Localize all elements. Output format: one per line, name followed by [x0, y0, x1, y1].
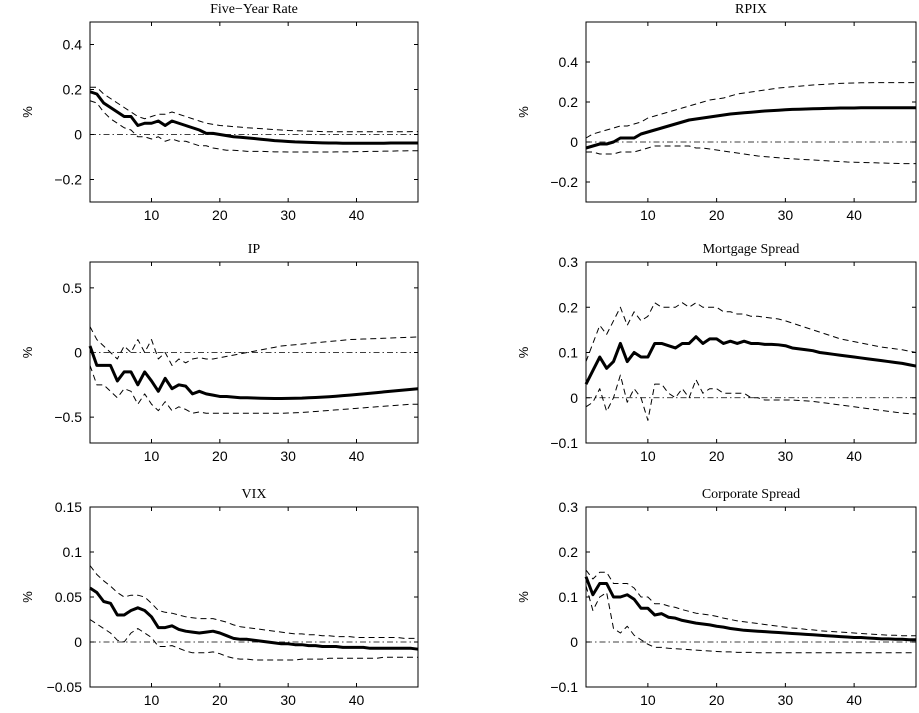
- lower-band-line: [89, 365, 418, 414]
- panel-0: 10 20 30 40 −0.2 0 0.2 0.4 Five−Year Rate%: [20, 2, 419, 223]
- panel-title: RPIX: [735, 2, 767, 17]
- x-tick-label: 30: [778, 692, 794, 708]
- y-tick-label: 0.1: [559, 589, 579, 605]
- upper-band-line: [585, 82, 916, 139]
- lower-band-line: [585, 374, 917, 421]
- y-axis-label: %: [20, 346, 35, 358]
- panel-2: 10 20 30 40 −0.5 0 0.5 IP%: [20, 242, 419, 464]
- y-tick-label: 0.1: [559, 345, 579, 361]
- x-tick-label: 20: [212, 448, 228, 464]
- x-tick-label: 40: [349, 448, 365, 464]
- y-axis-label: %: [516, 346, 531, 358]
- plot-frame: [89, 21, 419, 203]
- panel-3: 10 20 30 40 −0.1 0 0.1 0.2 0.3 Mortgage Spread%: [516, 242, 917, 464]
- y-tick-label: −0.1: [550, 679, 578, 695]
- upper-band-line: [89, 326, 419, 366]
- y-tick-label: −0.1: [550, 435, 578, 451]
- x-tick-label: 20: [709, 692, 725, 708]
- upper-band-line: [585, 569, 916, 637]
- y-tick-label: 0.2: [63, 82, 83, 98]
- y-tick-label: 0.1: [63, 544, 83, 560]
- plot-frame: [585, 21, 917, 203]
- impulse-response-line: [584, 335, 917, 385]
- x-tick-label: 30: [778, 207, 794, 223]
- x-tick-label: 40: [846, 692, 862, 708]
- upper-band-line: [89, 565, 418, 639]
- x-tick-label: 30: [280, 207, 296, 223]
- x-tick-label: 40: [349, 692, 365, 708]
- panel-title: Corporate Spread: [702, 487, 800, 502]
- lower-band-line: [89, 100, 418, 153]
- y-tick-label: 0.3: [559, 254, 579, 270]
- x-tick-label: 10: [640, 448, 656, 464]
- y-tick-label: 0.4: [559, 54, 579, 70]
- y-tick-label: 0.05: [55, 589, 82, 605]
- x-tick-label: 30: [280, 692, 296, 708]
- x-tick-label: 10: [144, 448, 160, 464]
- y-tick-label: 0: [570, 134, 578, 150]
- y-tick-label: 0: [570, 634, 578, 650]
- plot-frame: [89, 506, 419, 688]
- panel-title: Five−Year Rate: [210, 2, 298, 17]
- y-tick-label: −0.05: [47, 679, 83, 695]
- x-tick-label: 40: [846, 448, 862, 464]
- y-axis-label: %: [20, 591, 35, 603]
- panel-title: Mortgage Spread: [703, 242, 800, 257]
- y-tick-label: −0.2: [550, 174, 578, 190]
- panel-5: 10 20 30 40 −0.1 0 0.1 0.2 0.3 Corporate Spread%: [516, 487, 917, 708]
- y-tick-label: 0.5: [63, 280, 83, 296]
- impulse-response-line: [585, 106, 916, 150]
- y-axis-label: %: [20, 106, 35, 118]
- x-tick-label: 20: [709, 448, 725, 464]
- x-tick-label: 40: [349, 207, 365, 223]
- x-tick-label: 20: [709, 207, 725, 223]
- x-tick-label: 20: [212, 692, 228, 708]
- panel-title: IP: [248, 242, 261, 257]
- y-tick-label: 0: [570, 390, 578, 406]
- y-tick-label: 0.15: [55, 499, 82, 515]
- x-tick-label: 10: [144, 207, 160, 223]
- x-tick-label: 30: [778, 448, 794, 464]
- y-tick-label: 0.4: [63, 37, 83, 53]
- panel-title: VIX: [242, 487, 267, 502]
- impulse-response-line: [89, 586, 419, 651]
- y-tick-label: 0.2: [559, 544, 579, 560]
- impulse-response-line: [89, 90, 418, 145]
- y-tick-label: 0.2: [559, 94, 579, 110]
- x-tick-label: 20: [212, 207, 228, 223]
- y-tick-label: 0: [74, 634, 82, 650]
- x-tick-label: 10: [640, 692, 656, 708]
- y-tick-label: 0: [74, 345, 82, 361]
- x-tick-label: 10: [640, 207, 656, 223]
- y-axis-label: %: [516, 591, 531, 603]
- y-tick-label: −0.2: [54, 172, 82, 188]
- impulse-response-line: [584, 576, 916, 642]
- impulse-response-line: [88, 345, 419, 401]
- y-tick-label: 0.2: [559, 299, 579, 315]
- y-tick-label: −0.5: [54, 409, 82, 425]
- x-tick-label: 10: [144, 692, 160, 708]
- x-tick-label: 40: [846, 207, 862, 223]
- lower-band-line: [586, 145, 916, 165]
- x-tick-label: 30: [280, 448, 296, 464]
- y-tick-label: 0.3: [559, 499, 579, 515]
- panel-4: 10 20 30 40 −0.05 0 0.05 0.1 0.15 VIX%: [20, 487, 419, 708]
- upper-band-line: [585, 302, 917, 362]
- y-tick-label: 0: [74, 127, 82, 143]
- panel-1: 10 20 30 40 −0.2 0 0.2 0.4 RPIX%: [516, 2, 917, 223]
- plot-frame: [585, 506, 917, 688]
- lower-band-line: [585, 585, 916, 654]
- upper-band-line: [90, 86, 418, 133]
- y-axis-label: %: [516, 106, 531, 118]
